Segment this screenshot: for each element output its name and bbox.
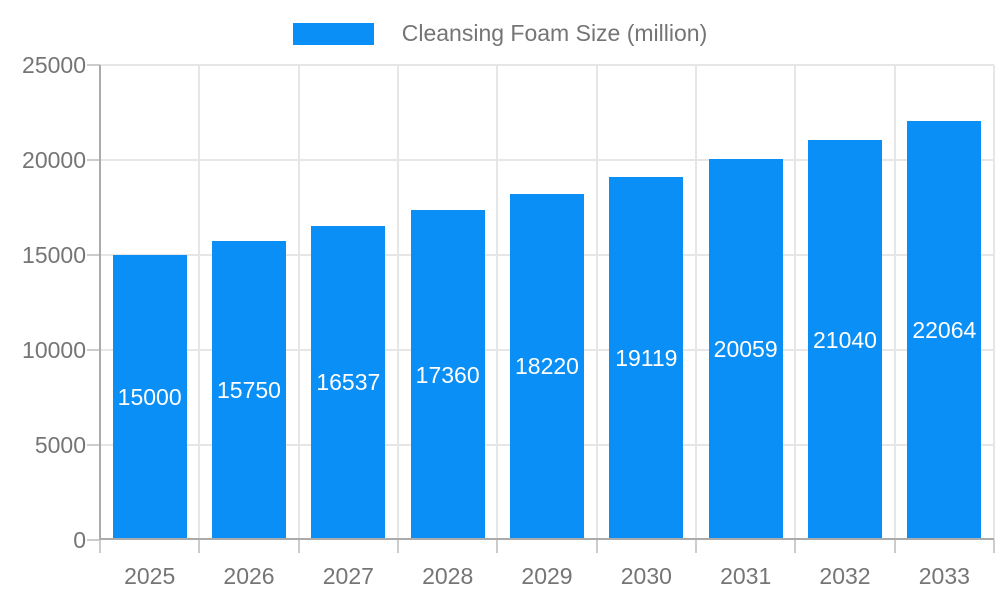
legend: Cleansing Foam Size (million) — [0, 20, 1000, 47]
bar: 18220 — [510, 193, 584, 540]
y-gridline — [100, 159, 994, 161]
bar-value-label: 22064 — [912, 316, 977, 343]
y-axis-tick — [87, 254, 100, 256]
bar: 15750 — [212, 240, 286, 540]
y-axis-tick-label: 5000 — [34, 432, 86, 458]
y-axis-tick-label: 20000 — [22, 147, 86, 173]
bar: 17360 — [410, 210, 485, 540]
bar: 20059 — [708, 158, 783, 540]
x-gridline — [496, 65, 499, 540]
bar-value-label: 18220 — [515, 353, 579, 380]
x-gridline — [297, 65, 300, 540]
x-gridline — [595, 65, 598, 540]
bar: 15000 — [112, 255, 187, 540]
x-axis-tick — [496, 540, 499, 553]
y-axis-tick — [87, 539, 100, 541]
y-axis-tick-label: 0 — [73, 527, 86, 553]
y-axis-tick-label: 10000 — [22, 337, 86, 363]
x-axis-tick-label: 2033 — [918, 563, 970, 589]
x-axis-tick — [695, 540, 697, 553]
x-gridline — [794, 65, 797, 540]
x-axis-tick — [397, 540, 399, 553]
x-axis-tick — [893, 540, 896, 553]
x-axis-tick-label: 2026 — [223, 563, 275, 589]
y-axis-tick — [87, 159, 100, 161]
x-axis-tick-label: 2028 — [422, 563, 474, 589]
legend-label: Cleansing Foam Size (million) — [401, 20, 708, 46]
x-gridline — [695, 65, 697, 540]
y-axis-line — [99, 65, 101, 540]
bar-value-label: 15750 — [217, 376, 281, 403]
y-axis-tick-label: 25000 — [22, 52, 86, 78]
bar: 22064 — [907, 120, 982, 540]
x-axis-tick — [993, 540, 995, 553]
x-axis-tick-label: 2025 — [124, 563, 176, 589]
bar-value-label: 15000 — [117, 384, 182, 410]
x-axis-tick-label: 2030 — [620, 563, 672, 589]
bar-value-label: 20059 — [713, 335, 778, 362]
x-axis-tick-label: 2029 — [521, 563, 573, 589]
x-axis-tick — [99, 540, 101, 553]
bar-value-label: 19119 — [615, 344, 678, 371]
x-gridline — [993, 65, 995, 540]
x-axis-tick — [595, 540, 598, 553]
plot-area: 0 5000 10000 15000 20000 25000 2025 2026 2027 202… — [22, 52, 995, 589]
y-axis-tick — [87, 64, 100, 66]
bar: 21040 — [808, 140, 882, 540]
x-axis-tick — [794, 540, 797, 553]
x-gridline — [893, 65, 896, 540]
y-axis-tick — [87, 349, 100, 351]
y-axis-tick — [87, 444, 100, 446]
bar-value-label: 21040 — [813, 326, 877, 353]
x-axis-tick — [198, 540, 201, 553]
x-axis-tick-label: 2032 — [819, 563, 871, 589]
x-axis-tick-label: 2027 — [322, 563, 374, 589]
bar-value-label: 16537 — [316, 369, 381, 396]
x-gridline — [397, 65, 399, 540]
bar-value-label: 17360 — [415, 361, 480, 388]
bar: 19119 — [609, 176, 684, 540]
y-axis-tick-label: 15000 — [22, 242, 86, 268]
x-axis-tick-label: 2031 — [720, 563, 772, 589]
x-axis-tick — [297, 540, 300, 553]
bar: 16537 — [311, 225, 386, 540]
legend-swatch — [292, 22, 374, 45]
x-axis-line — [100, 538, 994, 540]
x-gridline — [198, 65, 201, 540]
y-gridline — [100, 64, 994, 66]
